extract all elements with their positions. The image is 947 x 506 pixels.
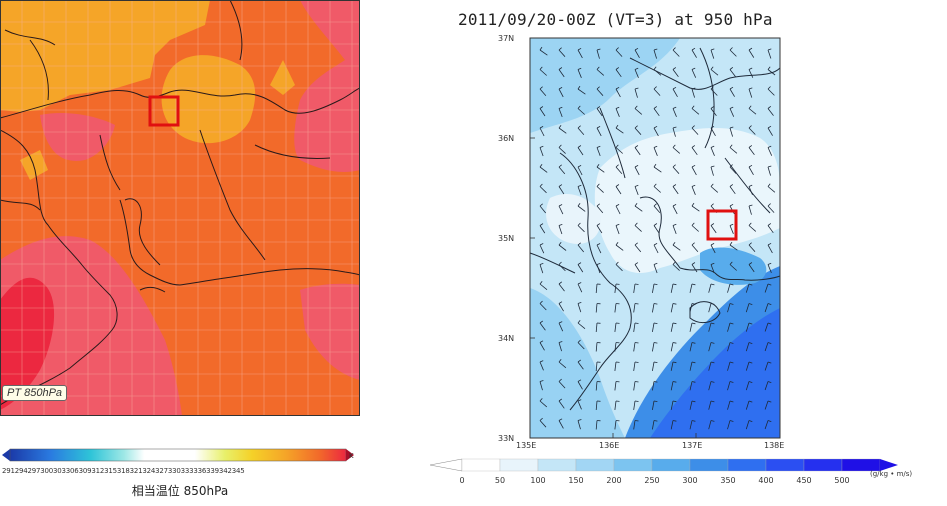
colorbar-segment — [803, 458, 843, 472]
moisture-flux-map: 37N 36N 35N 34N 33N 135E 136E 137E 138E — [494, 34, 794, 454]
lon-label-135e: 135E — [516, 441, 537, 450]
colorbar-body — [9, 448, 347, 462]
lon-label-136e: 136E — [599, 441, 620, 450]
colorbar-tick-label: 0 — [459, 476, 465, 485]
colorbar-tick-label: 400 — [758, 476, 774, 485]
colorbar-segment — [689, 458, 729, 472]
map-caption: 相当温位 850hPa — [131, 484, 229, 498]
colorbar-segment — [727, 458, 767, 472]
theta-e-colorbar — [2, 448, 354, 462]
lat-label-33n: 33N — [498, 434, 515, 443]
mid-flux-region-2 — [530, 288, 625, 438]
colorbar-segment — [613, 458, 653, 472]
inset-label: PT 850hPa — [2, 385, 68, 401]
colorbar-tick-label: 100 — [530, 476, 546, 485]
chart-title: 2011/09/20-00Z (VT=3) at 950 hPa — [458, 10, 773, 29]
colorbar-segment — [499, 458, 539, 472]
high-theta-region-2 — [161, 55, 256, 144]
moist-region-top — [294, 0, 360, 172]
colorbar-segment — [765, 458, 805, 472]
low-flux-region — [594, 128, 780, 273]
colorbar-segment — [575, 458, 615, 472]
equivalent-potential-temperature-map — [0, 0, 360, 416]
colorbar-segment — [461, 458, 501, 472]
lat-label-37n: 37N — [498, 34, 515, 43]
moist-region-left — [40, 113, 115, 161]
lat-label-35n: 35N — [498, 234, 515, 243]
coastline — [0, 0, 360, 406]
coastline — [529, 47, 781, 411]
lon-label-137e: 137E — [682, 441, 703, 450]
colorbar-tick-label: 250 — [644, 476, 660, 485]
moist-region-south — [0, 236, 182, 416]
high-theta-region — [0, 0, 210, 112]
wind-barbs — [539, 46, 776, 430]
colorbar-tick-label: 500 — [834, 476, 850, 485]
point-marker — [706, 209, 738, 241]
map-frame — [0, 0, 360, 416]
mid-flux-region — [530, 38, 680, 133]
colorbar-tick-labels: 2912942973003033063093123153183213243273… — [2, 467, 245, 475]
colorbar-units: K — [349, 452, 354, 460]
colorbar-tick-label: 300 — [682, 476, 698, 485]
colorbar-right-arrow — [880, 459, 898, 471]
colorbar-tick-label: 200 — [606, 476, 622, 485]
colorbar-segment — [537, 458, 577, 472]
colorbar-tick-label: 150 — [568, 476, 584, 485]
flux-colorbar-units: (g/kg • m/s) — [870, 470, 913, 478]
flux-colorbar-ticks: 0 50 100 150 200 250 300 350 400 450 500 — [430, 476, 900, 486]
lon-label-138e: 138E — [764, 441, 785, 450]
lat-label-36n: 36N — [498, 134, 515, 143]
colorbar-left-arrow — [430, 458, 463, 472]
colorbar-tick-label: 50 — [494, 476, 506, 485]
colorbar-right-arrow — [346, 449, 354, 461]
moist-flux-core — [700, 247, 767, 285]
map-ticks — [530, 137, 697, 438]
colorbar-tick-label: 450 — [796, 476, 812, 485]
very-moist-region — [0, 277, 55, 410]
map-grid — [0, 0, 360, 416]
flux-colorbar — [430, 458, 898, 472]
point-marker — [148, 95, 180, 127]
high-theta-spot — [270, 60, 295, 95]
lat-label-34n: 34N — [498, 334, 515, 343]
colorbar-segment — [651, 458, 691, 472]
colorbar-left-arrow — [2, 449, 10, 461]
low-flux-region-2 — [546, 193, 601, 244]
colorbar-tick-label: 350 — [720, 476, 736, 485]
